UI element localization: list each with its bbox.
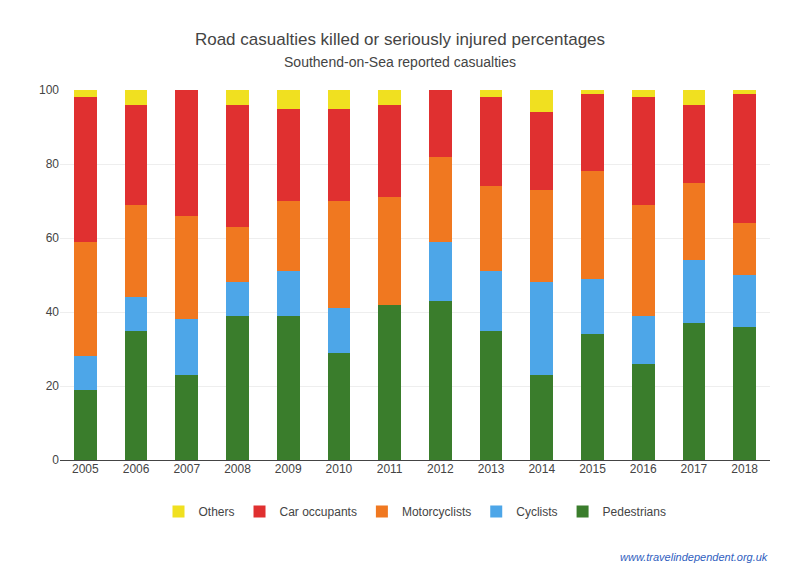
svg-text:80: 80	[46, 157, 60, 171]
svg-text:www.travelindependent.org.uk: www.travelindependent.org.uk	[620, 551, 768, 563]
svg-text:2018: 2018	[731, 462, 758, 476]
svg-text:Others: Others	[199, 505, 235, 519]
svg-text:2006: 2006	[123, 462, 150, 476]
svg-text:Pedestrians: Pedestrians	[603, 505, 666, 519]
svg-text:0: 0	[52, 453, 59, 467]
svg-text:60: 60	[46, 231, 60, 245]
svg-text:2013: 2013	[478, 462, 505, 476]
svg-text:2010: 2010	[326, 462, 353, 476]
svg-text:2009: 2009	[275, 462, 302, 476]
svg-text:Motorcyclists: Motorcyclists	[402, 505, 471, 519]
svg-text:Cyclists: Cyclists	[516, 505, 557, 519]
svg-text:100: 100	[39, 83, 59, 97]
svg-text:Road casualties killed or seri: Road casualties killed or seriously inju…	[195, 30, 605, 70]
svg-text:2015: 2015	[579, 462, 606, 476]
svg-text:2016: 2016	[630, 462, 657, 476]
svg-text:40: 40	[46, 305, 60, 319]
svg-text:2012: 2012	[427, 462, 454, 476]
svg-text:2017: 2017	[681, 462, 708, 476]
svg-text:2007: 2007	[173, 462, 200, 476]
svg-text:20: 20	[46, 379, 60, 393]
svg-text:2008: 2008	[224, 462, 251, 476]
svg-text:2011: 2011	[377, 462, 403, 476]
svg-text:Car occupants: Car occupants	[280, 505, 357, 519]
svg-text:2005: 2005	[72, 462, 99, 476]
svg-text:2014: 2014	[528, 462, 555, 476]
